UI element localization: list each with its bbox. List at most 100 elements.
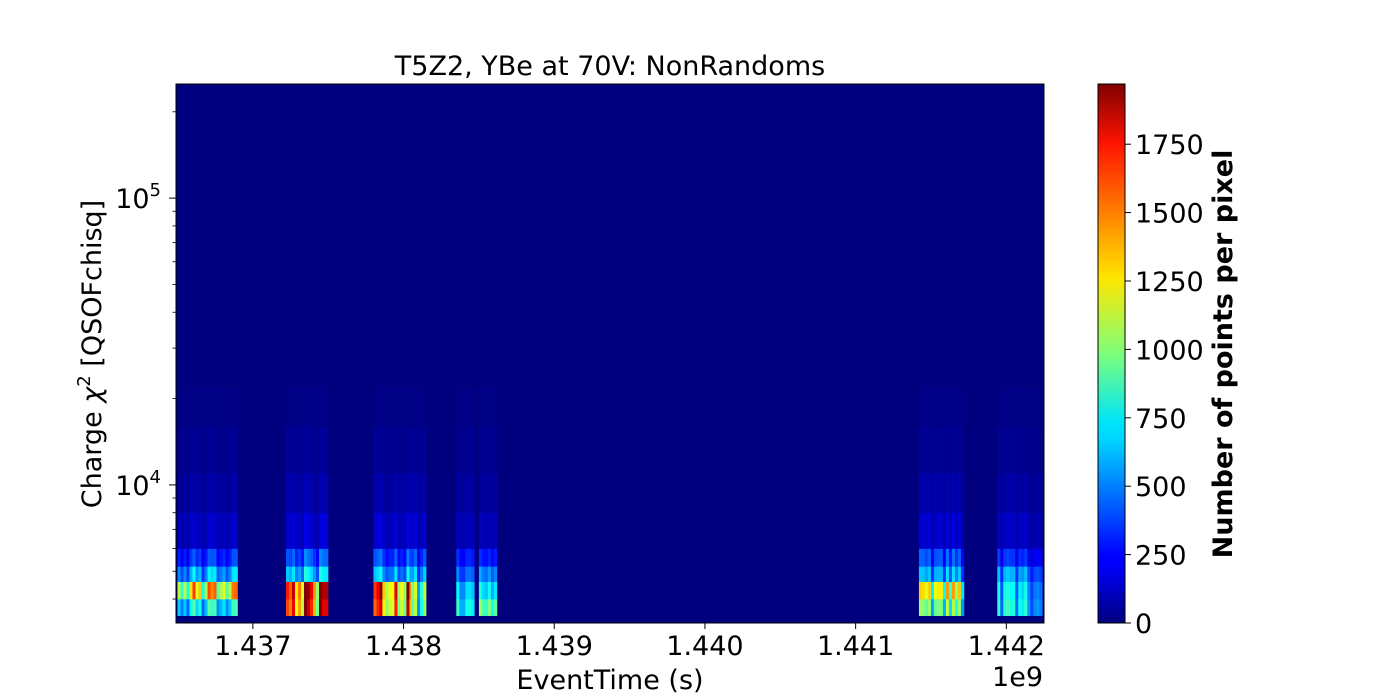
heatmap-cell <box>325 512 329 549</box>
heatmap-cells <box>177 386 1043 616</box>
heatmap-cell <box>1024 548 1028 567</box>
heatmap-cell <box>930 426 935 474</box>
heatmap-cell <box>304 581 308 600</box>
heatmap-cell <box>414 473 418 513</box>
heatmap-cell <box>939 512 944 549</box>
heatmap-cell <box>481 386 486 427</box>
heatmap-cell <box>1036 426 1040 474</box>
heatmap-cell <box>234 426 238 474</box>
heatmap-cell <box>927 426 932 474</box>
heatmap-cell <box>189 386 193 427</box>
heatmap-cell <box>397 426 401 474</box>
heatmap-cell <box>465 548 469 567</box>
heatmap-cell <box>1021 548 1025 567</box>
heatmap-cell <box>189 426 193 474</box>
heatmap-cell <box>376 581 380 600</box>
heatmap-cell <box>295 581 299 600</box>
heatmap-cell <box>918 581 923 600</box>
heatmap-cell <box>465 473 469 513</box>
heatmap-cell <box>307 566 311 582</box>
heatmap-cell <box>951 548 956 567</box>
heatmap-cell <box>459 599 463 616</box>
heatmap-cell <box>228 566 232 582</box>
heatmap-cell <box>921 426 926 474</box>
heatmap-cell <box>478 599 483 616</box>
heatmap-cell <box>213 426 217 474</box>
heatmap-cell <box>1009 512 1013 549</box>
heatmap-cell <box>1039 512 1043 549</box>
heatmap-cell <box>1003 426 1007 474</box>
heatmap-cell <box>1030 426 1034 474</box>
heatmap-cell <box>180 386 184 427</box>
x-tick-label: 1.437 <box>214 631 291 662</box>
heatmap-cell <box>1006 581 1010 600</box>
heatmap-cell <box>468 512 472 549</box>
heatmap-cell <box>1033 548 1037 567</box>
heatmap-cell <box>423 473 427 513</box>
heatmap-cell <box>420 473 424 513</box>
heatmap-cell <box>207 581 211 600</box>
heatmap-cell <box>388 426 392 474</box>
heatmap-cell <box>936 599 941 616</box>
heatmap-cell <box>228 599 232 616</box>
heatmap-cell <box>420 426 424 474</box>
heatmap-cell <box>186 581 190 600</box>
heatmap-cell <box>933 581 938 600</box>
heatmap-cell <box>186 566 190 582</box>
colorbar-tick-label: 1000 <box>1135 335 1204 366</box>
heatmap-cell <box>373 473 377 513</box>
heatmap-cell <box>484 473 489 513</box>
heatmap-cell <box>382 426 386 474</box>
heatmap-cell <box>409 473 413 513</box>
heatmap-cell <box>927 386 932 427</box>
heatmap-cell <box>207 512 211 549</box>
heatmap-cell <box>216 581 220 600</box>
heatmap-cell <box>936 473 941 513</box>
heatmap-cell <box>186 386 190 427</box>
heatmap-cell <box>997 386 1001 427</box>
heatmap-cell <box>376 426 380 474</box>
y-tick-label: 105 <box>115 180 161 215</box>
heatmap-cell <box>933 599 938 616</box>
heatmap-cell <box>924 426 929 474</box>
heatmap-cell <box>411 426 415 474</box>
heatmap-cell <box>918 426 923 474</box>
heatmap-cell <box>954 581 959 600</box>
heatmap-cell <box>417 548 421 567</box>
heatmap-cell <box>417 599 421 616</box>
heatmap-cell <box>394 566 398 582</box>
heatmap-cell <box>403 581 407 600</box>
heatmap-cell <box>1033 386 1037 427</box>
heatmap-cell <box>319 426 323 474</box>
heatmap-cell <box>397 473 401 513</box>
heatmap-cell <box>376 512 380 549</box>
heatmap-cell <box>379 426 383 474</box>
heatmap-cell <box>385 599 389 616</box>
heatmap-cell <box>219 548 223 567</box>
heatmap-cell <box>210 473 214 513</box>
heatmap-cell <box>322 512 326 549</box>
heatmap-cell <box>204 473 208 513</box>
heatmap-cell <box>385 566 389 582</box>
heatmap-cell <box>1012 386 1016 427</box>
heatmap-cell <box>325 426 329 474</box>
heatmap-cell <box>1000 426 1004 474</box>
heatmap-cell <box>225 386 229 427</box>
heatmap-cell <box>1006 386 1010 427</box>
heatmap-cell <box>222 581 226 600</box>
heatmap-cell <box>1018 473 1022 513</box>
heatmap-cell <box>319 548 323 567</box>
heatmap-cell <box>301 426 305 474</box>
heatmap-cell <box>462 426 466 474</box>
heatmap-cell <box>939 473 944 513</box>
heatmap-cell <box>459 581 463 600</box>
heatmap-cell <box>411 599 415 616</box>
heatmap-cell <box>213 512 217 549</box>
heatmap-cell <box>373 386 377 427</box>
heatmap-cell <box>195 581 199 600</box>
heatmap-cell <box>1012 548 1016 567</box>
heatmap-cell <box>1015 599 1019 616</box>
heatmap-cell <box>313 599 317 616</box>
heatmap-cell <box>1000 548 1004 567</box>
heatmap-cell <box>313 426 317 474</box>
